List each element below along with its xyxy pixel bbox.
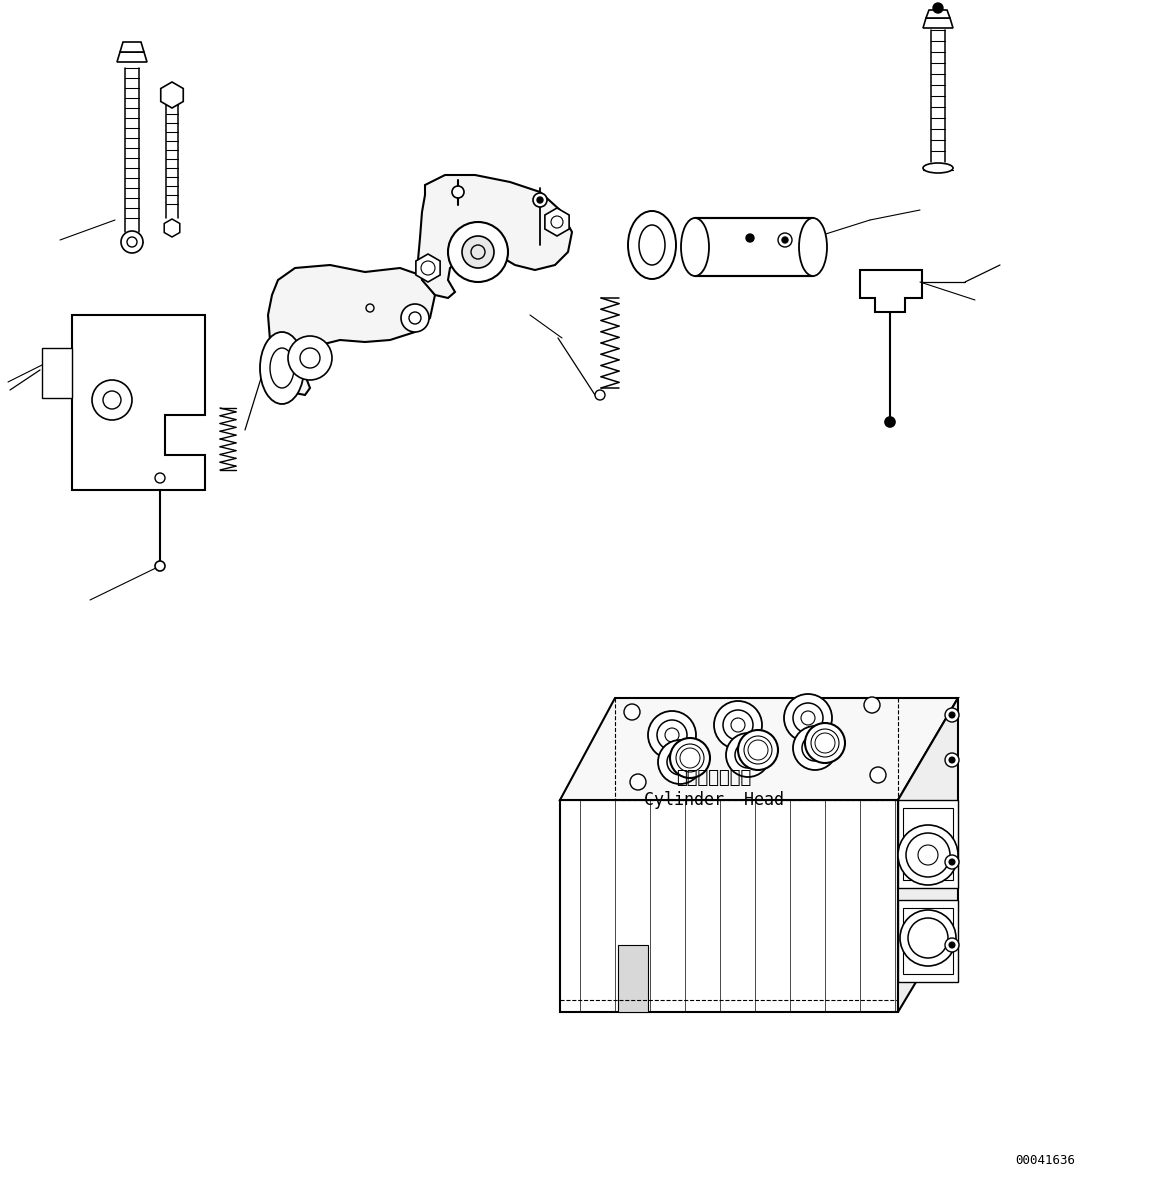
Circle shape <box>900 910 956 966</box>
Circle shape <box>537 197 543 203</box>
Polygon shape <box>859 269 922 312</box>
Polygon shape <box>545 208 569 236</box>
Polygon shape <box>72 315 205 490</box>
Circle shape <box>630 774 645 791</box>
Ellipse shape <box>799 218 827 277</box>
Circle shape <box>726 734 770 777</box>
Polygon shape <box>898 698 958 1013</box>
Text: Cylinder  Head: Cylinder Head <box>644 791 784 810</box>
Circle shape <box>949 757 955 763</box>
Circle shape <box>933 4 943 13</box>
Circle shape <box>670 738 709 777</box>
Circle shape <box>288 336 331 380</box>
Polygon shape <box>160 82 184 108</box>
Polygon shape <box>926 9 950 18</box>
Circle shape <box>778 233 792 247</box>
Circle shape <box>714 702 762 749</box>
Ellipse shape <box>923 163 952 173</box>
Circle shape <box>782 237 789 243</box>
Bar <box>902 808 952 880</box>
Polygon shape <box>164 218 180 237</box>
Circle shape <box>949 942 955 948</box>
Polygon shape <box>267 265 435 395</box>
Circle shape <box>949 712 955 718</box>
Text: 00041636: 00041636 <box>1015 1154 1075 1167</box>
Circle shape <box>648 711 695 758</box>
Circle shape <box>462 236 494 268</box>
Circle shape <box>946 938 959 952</box>
Polygon shape <box>561 698 958 800</box>
Circle shape <box>121 231 143 253</box>
Circle shape <box>870 767 886 783</box>
Bar <box>898 900 958 982</box>
Circle shape <box>949 859 955 865</box>
Circle shape <box>946 855 959 869</box>
Polygon shape <box>923 18 952 28</box>
Bar <box>695 218 813 277</box>
Circle shape <box>864 697 880 713</box>
Circle shape <box>448 222 508 283</box>
Circle shape <box>805 723 846 763</box>
Circle shape <box>946 707 959 722</box>
Circle shape <box>885 417 896 427</box>
Circle shape <box>92 380 131 420</box>
Circle shape <box>784 694 832 742</box>
Polygon shape <box>618 945 648 1013</box>
Text: シリンダヘッド: シリンダヘッド <box>677 769 751 787</box>
Polygon shape <box>42 348 72 398</box>
Circle shape <box>793 726 837 770</box>
Circle shape <box>898 825 958 886</box>
Circle shape <box>658 740 702 783</box>
Polygon shape <box>117 52 147 62</box>
Circle shape <box>533 193 547 207</box>
Polygon shape <box>120 42 144 52</box>
Circle shape <box>946 753 959 767</box>
Polygon shape <box>561 800 898 1013</box>
Circle shape <box>625 704 640 721</box>
Circle shape <box>452 186 464 198</box>
Polygon shape <box>418 174 572 298</box>
Ellipse shape <box>682 218 709 277</box>
Bar <box>898 800 958 888</box>
Circle shape <box>127 237 137 247</box>
Circle shape <box>401 304 429 332</box>
Circle shape <box>739 730 778 770</box>
Bar <box>902 908 952 975</box>
Circle shape <box>155 561 165 571</box>
Circle shape <box>745 234 754 242</box>
Ellipse shape <box>261 332 304 404</box>
Polygon shape <box>416 254 440 283</box>
Circle shape <box>595 391 605 400</box>
Ellipse shape <box>628 211 676 279</box>
